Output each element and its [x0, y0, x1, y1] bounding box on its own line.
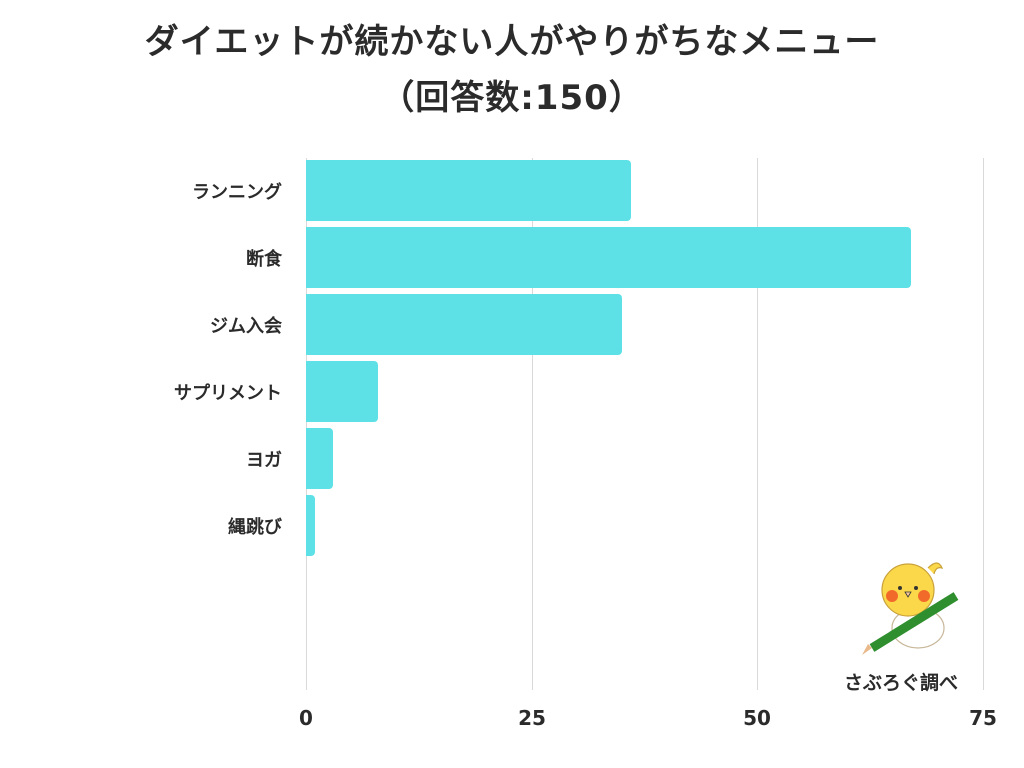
- category-label: 断食: [246, 249, 282, 270]
- x-tick-label: 75: [969, 706, 997, 730]
- bar: [306, 227, 911, 288]
- gridline-50: [757, 158, 758, 690]
- category-label: ランニング: [192, 182, 282, 203]
- category-label: サプリメント: [174, 383, 282, 404]
- chart-title: ダイエットが続かない人がやりがちなメニュー: [144, 22, 880, 62]
- plot-area: [306, 158, 984, 690]
- bar: [306, 361, 379, 422]
- gridline-25: [532, 158, 533, 690]
- bird-mascot-icon: [862, 562, 959, 655]
- chart-subtitle: （回答数:150）: [380, 78, 644, 118]
- gridline-75: [983, 158, 984, 690]
- x-tick-label: 50: [743, 706, 771, 730]
- bar: [306, 428, 334, 489]
- category-label: ジム入会: [210, 316, 282, 337]
- credit-text: さぶろぐ調べ: [844, 672, 959, 694]
- bar: [306, 495, 316, 556]
- category-label: ヨガ: [246, 450, 282, 471]
- gridline-0: [306, 158, 307, 690]
- bar: [306, 294, 622, 355]
- x-tick-label: 25: [518, 706, 546, 730]
- bar: [306, 160, 631, 221]
- x-tick-label: 0: [299, 706, 313, 730]
- category-label: 縄跳び: [228, 517, 282, 538]
